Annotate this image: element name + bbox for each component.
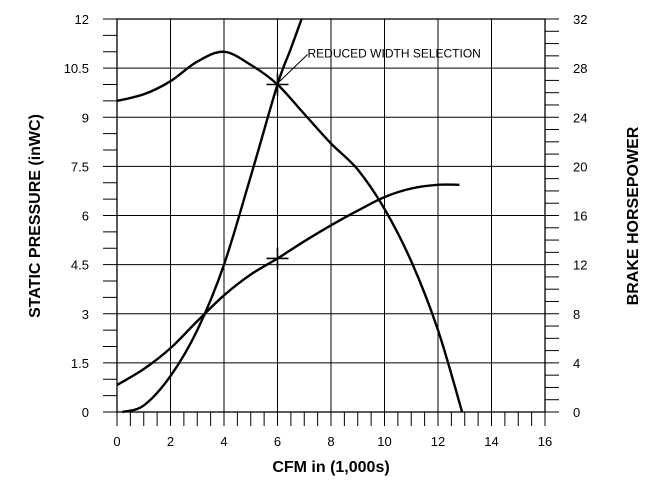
y-tick-label: 0 xyxy=(82,405,89,420)
y-tick-label: 10.5 xyxy=(64,61,89,76)
y-tick-label: 4.5 xyxy=(71,258,89,273)
x-tick-label: 16 xyxy=(538,434,552,449)
y2-axis-title: BRAKE HORSEPOWER xyxy=(625,126,642,305)
y-tick-label: 12 xyxy=(75,12,89,27)
y2-tick-label: 8 xyxy=(573,307,580,322)
y-tick-label: 3 xyxy=(82,307,89,322)
y2-tick-label: 12 xyxy=(573,258,587,273)
x-tick-label: 0 xyxy=(113,434,120,449)
operating-point-marker xyxy=(266,247,289,270)
system-curve xyxy=(121,18,303,414)
x-tick-label: 6 xyxy=(274,434,281,449)
x-tick-label: 14 xyxy=(484,434,498,449)
grid-lines xyxy=(117,19,545,412)
annotation-label: REDUCED WIDTH SELECTION xyxy=(308,47,481,61)
y2-tick-labels: 0 4 8 12 16 20 24 28 32 xyxy=(573,12,587,420)
x-tick-labels: 0 2 4 6 8 10 12 14 16 xyxy=(113,434,552,449)
brake-horsepower-curve xyxy=(116,183,460,387)
plot-frame xyxy=(116,18,546,413)
y2-tick-label: 20 xyxy=(573,159,587,174)
annotation-leader xyxy=(279,54,308,82)
y-axis-title: STATIC PRESSURE (inWC) xyxy=(27,114,44,318)
static-pressure-curve xyxy=(116,50,464,413)
x-tick-label: 10 xyxy=(377,434,391,449)
y-tick-labels: 0 1.5 3 4.5 6 7.5 9 10.5 12 xyxy=(64,12,89,420)
x-tick-label: 8 xyxy=(327,434,334,449)
y2-tick-label: 32 xyxy=(573,12,587,27)
y-tick-label: 1.5 xyxy=(71,356,89,371)
x-tick-label: 2 xyxy=(167,434,174,449)
x-tick-label: 12 xyxy=(431,434,445,449)
y2-tick-label: 16 xyxy=(573,209,587,224)
y2-tick-label: 28 xyxy=(573,61,587,76)
y2-tick-label: 0 xyxy=(573,405,580,420)
annotations: REDUCED WIDTH SELECTION xyxy=(279,47,481,82)
operating-point-marker xyxy=(266,73,289,96)
x-axis-title: CFM in (1,000s) xyxy=(272,459,389,476)
y-tick-label: 9 xyxy=(82,110,89,125)
y-tick-label: 6 xyxy=(82,209,89,224)
markers xyxy=(266,73,289,270)
minor-ticks xyxy=(103,18,559,426)
curves xyxy=(116,18,464,414)
y2-tick-label: 24 xyxy=(573,110,587,125)
y-tick-label: 7.5 xyxy=(71,159,89,174)
y2-tick-label: 4 xyxy=(573,356,580,371)
x-tick-label: 4 xyxy=(220,434,227,449)
